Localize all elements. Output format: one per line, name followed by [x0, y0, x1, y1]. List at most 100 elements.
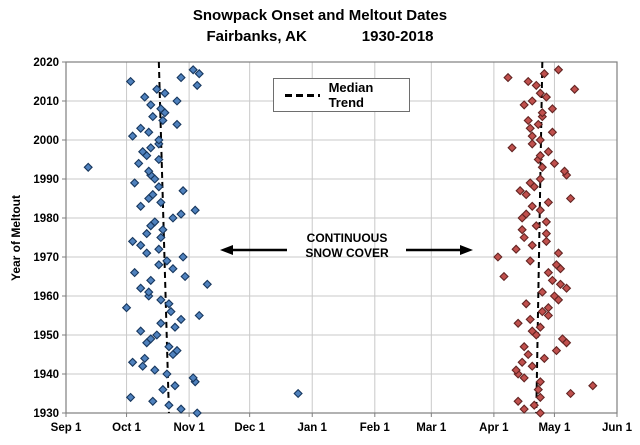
onset-point [144, 166, 154, 176]
meltout-point [537, 306, 547, 317]
x-tick-label: Jun 1 [602, 422, 633, 434]
meltout-point [551, 260, 562, 270]
meltout-point [523, 76, 533, 87]
meltout-point [555, 279, 566, 289]
x-tick-label: Apr 1 [479, 422, 509, 434]
meltout-point [547, 127, 558, 137]
meltout-point [535, 135, 545, 145]
meltout-point [511, 244, 521, 254]
meltout-point [549, 158, 560, 169]
onset-point [146, 100, 156, 110]
median-trend-line [535, 61, 544, 414]
dashed-line-icon [285, 93, 320, 97]
onset-point [146, 334, 156, 344]
onset-point [136, 326, 146, 336]
meltout-point [527, 96, 537, 106]
onset-point [156, 104, 166, 114]
onset-point [154, 135, 164, 145]
meltout-point [531, 80, 541, 91]
meltout-point [499, 271, 509, 282]
onset-point [172, 96, 182, 106]
meltout-point [543, 303, 554, 313]
onset-point [158, 115, 168, 126]
onset-point [170, 322, 180, 332]
meltout-point [521, 209, 531, 219]
onset-point [148, 396, 158, 406]
onset-point [127, 236, 138, 247]
y-tick-label: 1960 [33, 291, 59, 303]
meltout-point [519, 342, 529, 352]
onset-point [164, 342, 174, 352]
meltout-point [519, 373, 529, 383]
meltout-point [525, 256, 535, 266]
meltout-point [535, 88, 545, 98]
onset-point [152, 84, 162, 94]
meltout-point [523, 349, 533, 360]
onset-point [156, 295, 166, 305]
chart-subtitle: Fairbanks, AK 1930-2018 [0, 28, 640, 45]
onset-point [140, 353, 150, 364]
x-tick-label: Sep 1 [51, 422, 82, 434]
onset-point [138, 147, 148, 157]
onset-point [190, 205, 200, 215]
onset-point [136, 283, 146, 293]
meltout-point [513, 396, 523, 406]
meltout-point [539, 353, 550, 364]
meltout-point [547, 275, 558, 286]
meltout-point [527, 240, 537, 250]
onset-point [164, 299, 174, 309]
onset-point [168, 264, 178, 274]
onset-point [156, 197, 166, 208]
onset-point [158, 384, 168, 395]
annotation-line1: CONTINUOUS [306, 231, 388, 245]
onset-point [154, 154, 164, 165]
onset-point [125, 392, 136, 403]
onset-point [202, 279, 212, 289]
meltout-point [535, 392, 545, 403]
onset-point [150, 365, 160, 375]
y-tick-label: 2010 [33, 96, 59, 108]
onset-point [154, 182, 164, 192]
y-tick-label: 1930 [33, 408, 59, 420]
onset-point [129, 267, 140, 278]
onset-point [168, 213, 178, 223]
onset-point [142, 228, 152, 239]
meltout-point [519, 404, 529, 414]
meltout-point [541, 228, 552, 239]
meltout-point [523, 115, 533, 126]
y-tick-label: 1980 [33, 213, 59, 225]
meltout-point [543, 310, 554, 321]
plot-border [65, 61, 618, 414]
onset-point [178, 252, 188, 262]
y-tick-label: 2020 [33, 57, 59, 69]
meltout-point [537, 162, 547, 172]
onset-point [188, 373, 198, 383]
meltout-point [527, 326, 537, 336]
onset-point [150, 217, 160, 227]
meltout-point [539, 69, 550, 79]
meltout-point [513, 318, 523, 328]
meltout-point [547, 104, 558, 114]
meltout-point [515, 186, 525, 196]
left-arrow-head [220, 245, 233, 255]
onset-point [156, 318, 166, 328]
y-tick-label: 1970 [33, 252, 59, 264]
onset-point [176, 404, 186, 414]
meltout-point [527, 361, 537, 371]
onset-point [156, 232, 166, 243]
meltout-point [541, 92, 552, 102]
chart-subtitle-years: 1930-2018 [361, 28, 434, 45]
annotation-line2: SNOW COVER [305, 246, 389, 260]
onset-point [194, 310, 204, 321]
meltout-point [535, 408, 545, 418]
x-tick-label: Feb 1 [360, 422, 391, 434]
onset-point [154, 244, 164, 254]
onset-point [194, 69, 204, 79]
meltout-point [527, 131, 537, 141]
meltout-point [493, 252, 503, 262]
meltout-point [519, 232, 529, 243]
meltout-point [551, 345, 562, 356]
meltout-point [531, 221, 541, 231]
x-tick-label: Oct 1 [112, 422, 141, 434]
